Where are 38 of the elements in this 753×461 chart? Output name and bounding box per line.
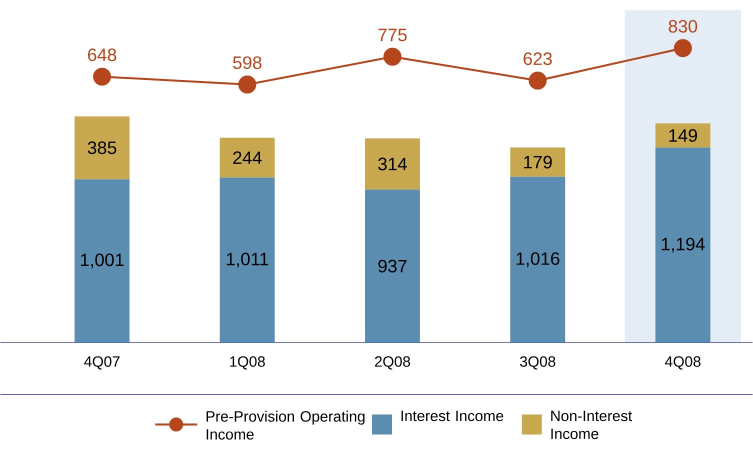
- bar: [510, 148, 566, 177]
- data-label: 1,194: [662, 238, 705, 253]
- bar: [655, 148, 710, 343]
- data-label: 244: [233, 152, 262, 164]
- bar: [510, 177, 566, 343]
- data-label: 1,011: [226, 252, 268, 268]
- point: [383, 48, 402, 66]
- legend-label: Interest Income: [402, 411, 504, 422]
- data-label: 937: [378, 260, 407, 273]
- data-label: 648: [88, 48, 116, 62]
- x-tick-label: 3Q08: [520, 356, 556, 370]
- bar: [365, 138, 420, 190]
- legend-label: Non-Interest Income: [551, 411, 632, 440]
- point: [238, 76, 256, 94]
- data-label: 385: [88, 142, 116, 154]
- bar: [220, 138, 275, 178]
- bar: [74, 116, 130, 180]
- x-tick-label: 2Q08: [374, 356, 410, 370]
- data-label: 598: [233, 56, 262, 70]
- point: [93, 68, 112, 86]
- point: [674, 39, 692, 58]
- data-label: 314: [378, 158, 407, 171]
- x-tick-label: 4Q07: [84, 356, 120, 370]
- data-label: 149: [669, 129, 697, 142]
- bar: [655, 124, 710, 148]
- bar: [365, 190, 420, 343]
- bar: [74, 179, 130, 343]
- x-tick-label: 4Q08: [664, 356, 700, 370]
- data-label: 775: [378, 29, 407, 42]
- bar: [220, 178, 275, 343]
- x-tick-label: 1Q08: [230, 356, 265, 370]
- point: [528, 72, 547, 90]
- legend-label: Pre-Provision Operating Income: [206, 411, 365, 440]
- data-label: 623: [524, 52, 552, 66]
- data-label: 830: [668, 20, 698, 33]
- data-label: 1,001: [81, 254, 124, 269]
- data-label: 1,016: [516, 252, 560, 268]
- data-label: 179: [524, 156, 552, 169]
